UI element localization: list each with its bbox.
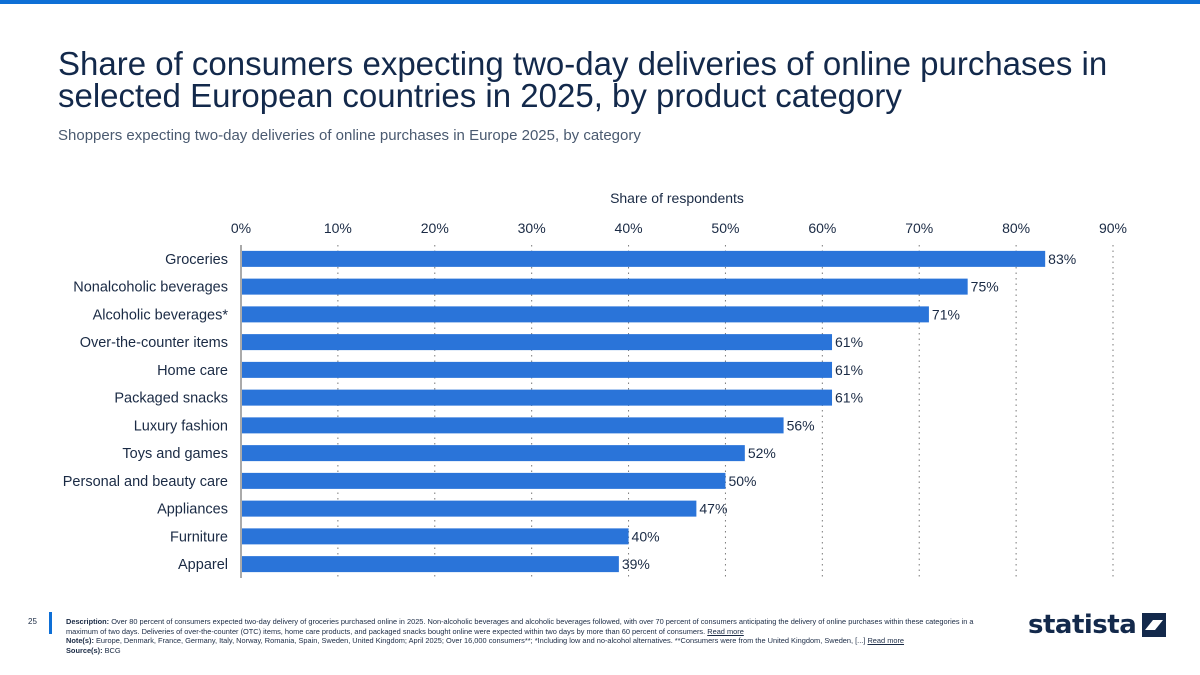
statista-logo[interactable]: statista	[1028, 608, 1167, 642]
footer-notes: Description: Over 80 percent of consumer…	[66, 617, 1006, 655]
x-tick-label: 0%	[231, 220, 251, 236]
category-label: Alcoholic beverages*	[93, 307, 229, 323]
logo-text: statista	[1028, 610, 1137, 640]
category-label: Appliances	[157, 502, 228, 518]
data-label: 50%	[728, 473, 756, 489]
footer-accent-bar	[49, 612, 52, 634]
bar-chart: Share of respondents 0% 10% 20% 30% 40% 50% 60%…	[63, 190, 1127, 578]
bar	[242, 417, 784, 434]
x-tick-label: 50%	[711, 220, 739, 236]
category-label: Groceries	[165, 252, 228, 268]
bar	[242, 472, 726, 489]
description-read-more-link[interactable]: Read more	[707, 626, 744, 636]
category-label: Apparel	[178, 557, 228, 573]
data-label: 61%	[835, 390, 863, 406]
data-label: 52%	[748, 445, 776, 461]
x-tick-label: 80%	[1002, 220, 1030, 236]
x-axis-title: Share of respondents	[610, 190, 744, 206]
x-tick-label: 30%	[518, 220, 546, 236]
data-label: 71%	[932, 306, 960, 322]
x-tick-label: 10%	[324, 220, 352, 236]
category-label: Over-the-counter items	[80, 335, 228, 351]
bar	[242, 556, 619, 573]
x-tick-label: 60%	[808, 220, 836, 236]
category-label: Packaged snacks	[114, 391, 228, 407]
bar	[242, 306, 929, 323]
notes-read-more-link[interactable]: Read more	[867, 636, 905, 646]
footer-notes-line: Note(s): Europe, Denmark, France, German…	[66, 636, 1006, 646]
x-tick-label: 70%	[905, 220, 933, 236]
bar	[242, 334, 833, 351]
category-label: Furniture	[170, 529, 228, 545]
notes-text: Europe, Denmark, France, Germany, Italy,…	[95, 636, 866, 646]
data-label: 83%	[1048, 251, 1076, 267]
x-tick-label: 40%	[615, 220, 643, 236]
category-label: Personal and beauty care	[63, 474, 228, 490]
description-text: Over 80 percent of consumers expected tw…	[66, 617, 974, 636]
data-label: 61%	[835, 334, 863, 350]
footer-description: Description: Over 80 percent of consumer…	[66, 617, 1006, 636]
page-number: 25	[28, 617, 37, 626]
page-subtitle: Shoppers expecting two-day deliveries of…	[58, 127, 641, 144]
source-label: Source(s):	[66, 645, 103, 655]
category-label: Luxury fashion	[134, 418, 228, 434]
data-label: 61%	[835, 362, 863, 378]
category-label: Toys and games	[122, 446, 228, 462]
page-title: Share of consumers expecting two-day del…	[58, 45, 1108, 114]
source-text: BCG	[104, 645, 121, 655]
notes-label: Note(s):	[66, 636, 94, 646]
bar	[242, 445, 745, 462]
category-label: Home care	[157, 363, 228, 379]
data-label: 75%	[971, 279, 999, 295]
bar	[242, 528, 629, 545]
footer-source: Source(s): BCG	[66, 646, 1006, 656]
statista-mark-icon	[1142, 613, 1167, 637]
bar	[242, 278, 968, 295]
x-tick-label: 20%	[421, 220, 449, 236]
data-label: 47%	[699, 501, 727, 517]
bar	[242, 500, 697, 517]
data-label: 40%	[632, 528, 660, 544]
bar	[242, 389, 833, 406]
data-label: 56%	[787, 417, 815, 433]
bar	[242, 250, 1046, 267]
category-label: Nonalcoholic beverages	[73, 280, 228, 296]
bar	[242, 361, 833, 378]
x-tick-label: 90%	[1099, 220, 1127, 236]
top-accent-bar	[0, 0, 1200, 4]
data-label: 39%	[622, 556, 650, 572]
description-label: Description:	[66, 617, 110, 626]
